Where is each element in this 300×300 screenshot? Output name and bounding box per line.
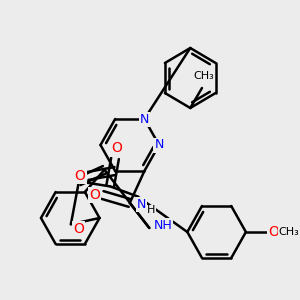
Text: O: O bbox=[112, 141, 122, 155]
Text: N: N bbox=[140, 112, 149, 125]
Text: N: N bbox=[154, 139, 164, 152]
Text: O: O bbox=[73, 222, 84, 236]
Text: NH: NH bbox=[154, 220, 172, 232]
Text: O: O bbox=[268, 225, 279, 239]
Text: O: O bbox=[75, 169, 86, 183]
Text: CH₃: CH₃ bbox=[194, 71, 214, 81]
Text: O: O bbox=[89, 188, 100, 202]
Text: CH₃: CH₃ bbox=[278, 227, 299, 237]
Text: H: H bbox=[147, 206, 155, 215]
Text: N: N bbox=[137, 198, 146, 211]
